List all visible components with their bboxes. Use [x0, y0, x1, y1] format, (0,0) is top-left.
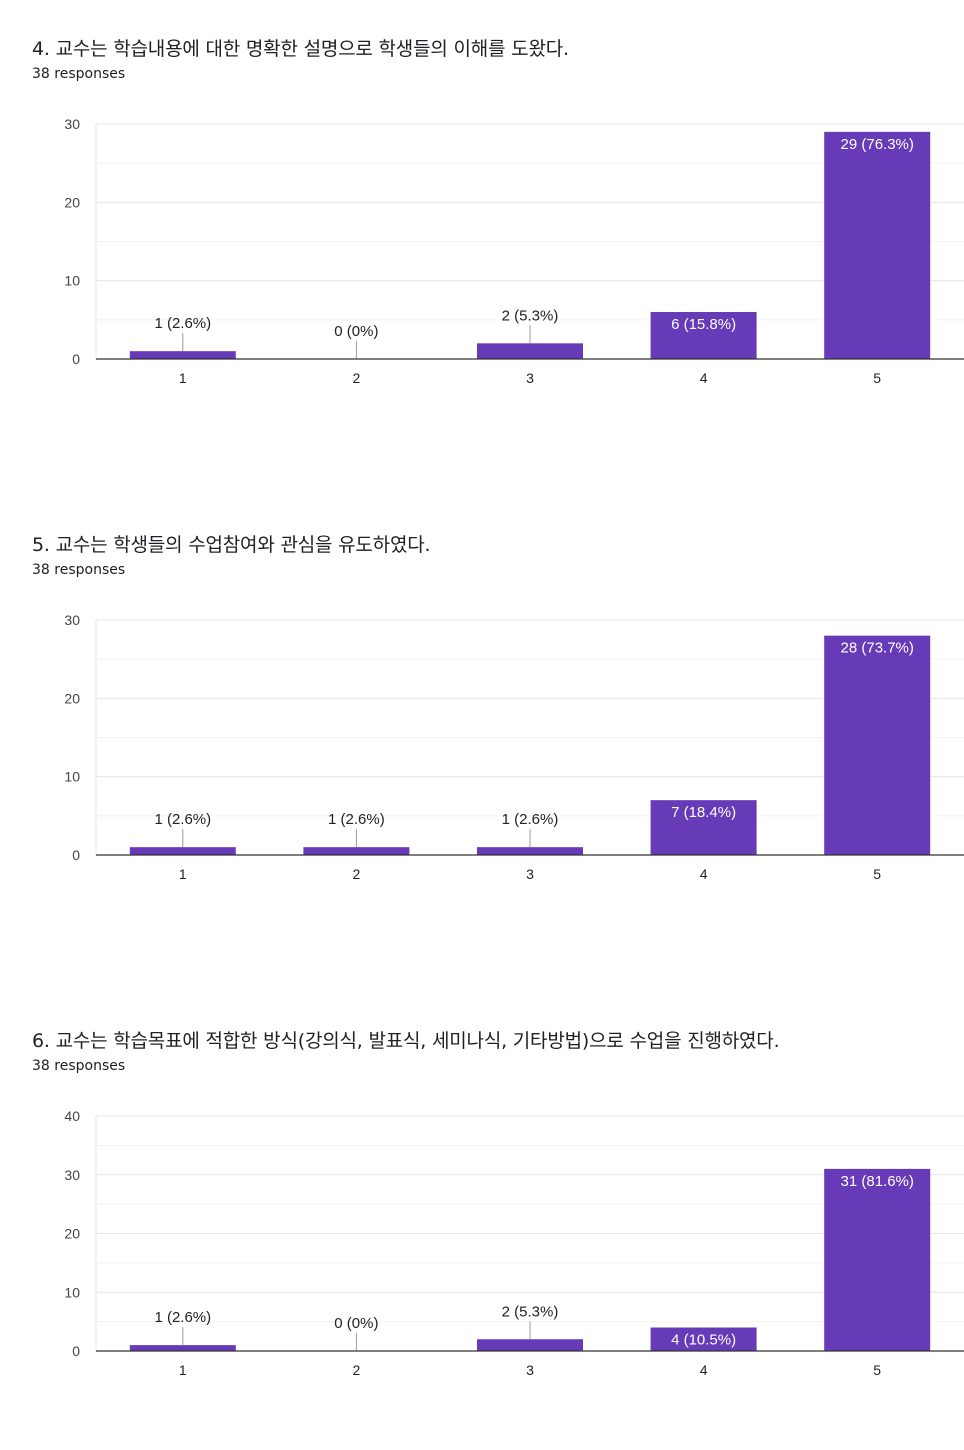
x-tick-label: 3 — [526, 1362, 534, 1378]
y-tick-label: 20 — [64, 194, 80, 210]
bar-chart: 0 10 20 30 1 (2.6%) 1 1 (2.6%) 2 1 (2.6%) 3 7 (18.… — [64, 612, 964, 882]
x-tick-label: 4 — [700, 1362, 708, 1378]
bar[interactable] — [477, 1339, 583, 1351]
question-title: 6. 교수는 학습목표에 적합한 방식(강의식, 발표식, 세미나식, 기타방법… — [32, 1030, 780, 1052]
y-tick-label: 10 — [64, 769, 80, 785]
question-4: 4. 교수는 학습내용에 대한 명확한 설명으로 학생들의 이해를 도왔다. 3… — [0, 34, 964, 424]
bar[interactable] — [477, 343, 583, 359]
bar[interactable] — [650, 800, 757, 855]
response-count: 38 responses — [32, 1058, 126, 1074]
data-label: 29 (76.3%) — [841, 136, 914, 153]
y-tick-label: 10 — [64, 1284, 80, 1300]
y-tick-label: 0 — [72, 1343, 80, 1359]
x-tick-label: 1 — [179, 866, 187, 882]
data-label: 7 (18.4%) — [671, 804, 736, 821]
bar[interactable] — [650, 1327, 757, 1352]
x-tick-label: 1 — [179, 1362, 187, 1378]
y-tick-label: 30 — [64, 612, 80, 628]
y-tick-label: 30 — [64, 116, 80, 132]
bar[interactable] — [477, 847, 583, 855]
y-tick-label: 30 — [64, 1167, 80, 1183]
x-tick-label: 1 — [179, 370, 187, 386]
data-label: 1 (2.6%) — [154, 811, 211, 828]
x-tick-label: 3 — [526, 370, 534, 386]
x-tick-label: 5 — [873, 866, 881, 882]
y-tick-label: 40 — [64, 1108, 80, 1124]
data-label: 1 (2.6%) — [328, 811, 385, 828]
question-5: 5. 교수는 학생들의 수업참여와 관심을 유도하였다. 38 response… — [0, 530, 964, 920]
question-title: 5. 교수는 학생들의 수업참여와 관심을 유도하였다. — [32, 534, 431, 556]
bar-chart: 0 10 20 30 40 1 (2.6%) 1 0 (0%) 2 2 (5.3%) 3 4 (10.… — [64, 1108, 964, 1378]
data-label: 1 (2.6%) — [154, 1309, 211, 1326]
response-count: 38 responses — [32, 66, 126, 82]
bar[interactable] — [129, 1345, 236, 1351]
bar[interactable] — [824, 131, 931, 359]
bar[interactable] — [129, 351, 236, 359]
data-label: 31 (81.6%) — [841, 1173, 914, 1190]
y-tick-label: 0 — [72, 847, 80, 863]
data-label: 28 (73.7%) — [841, 640, 914, 657]
x-tick-label: 2 — [353, 866, 361, 882]
bar[interactable] — [129, 847, 236, 855]
data-label: 2 (5.3%) — [502, 307, 559, 324]
bar[interactable] — [303, 847, 410, 855]
x-tick-label: 5 — [873, 370, 881, 386]
x-tick-label: 5 — [873, 1362, 881, 1378]
response-count: 38 responses — [32, 562, 126, 578]
data-label: 1 (2.6%) — [502, 811, 559, 828]
x-tick-label: 2 — [353, 370, 361, 386]
data-label: 4 (10.5%) — [671, 1332, 736, 1349]
bar-chart: 0 10 20 30 1 (2.6%) 1 0 (0%) 2 2 (5.3%) 3 6 (15.8%… — [64, 116, 964, 386]
bar[interactable] — [650, 312, 757, 359]
question-6: 6. 교수는 학습목표에 적합한 방식(강의식, 발표식, 세미나식, 기타방법… — [0, 1026, 964, 1416]
data-label: 6 (15.8%) — [671, 316, 736, 333]
x-tick-label: 3 — [526, 866, 534, 882]
y-tick-label: 0 — [72, 351, 80, 367]
data-label: 0 (0%) — [334, 1315, 378, 1332]
question-title: 4. 교수는 학습내용에 대한 명확한 설명으로 학생들의 이해를 도왔다. — [32, 38, 569, 60]
x-tick-label: 4 — [700, 370, 708, 386]
x-tick-label: 4 — [700, 866, 708, 882]
y-tick-label: 20 — [64, 1226, 80, 1242]
bar[interactable] — [824, 1168, 931, 1351]
y-tick-label: 10 — [64, 273, 80, 289]
data-label: 1 (2.6%) — [154, 315, 211, 332]
x-tick-label: 2 — [353, 1362, 361, 1378]
y-tick-label: 20 — [64, 690, 80, 706]
bar[interactable] — [824, 635, 931, 855]
data-label: 2 (5.3%) — [502, 1303, 559, 1320]
data-label: 0 (0%) — [334, 323, 378, 340]
